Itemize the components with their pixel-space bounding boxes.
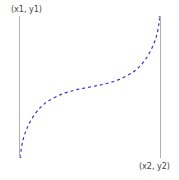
svg-text:(x2, y2): (x2, y2) [139, 162, 170, 171]
svg-text:(x1, y1): (x1, y1) [11, 5, 42, 14]
